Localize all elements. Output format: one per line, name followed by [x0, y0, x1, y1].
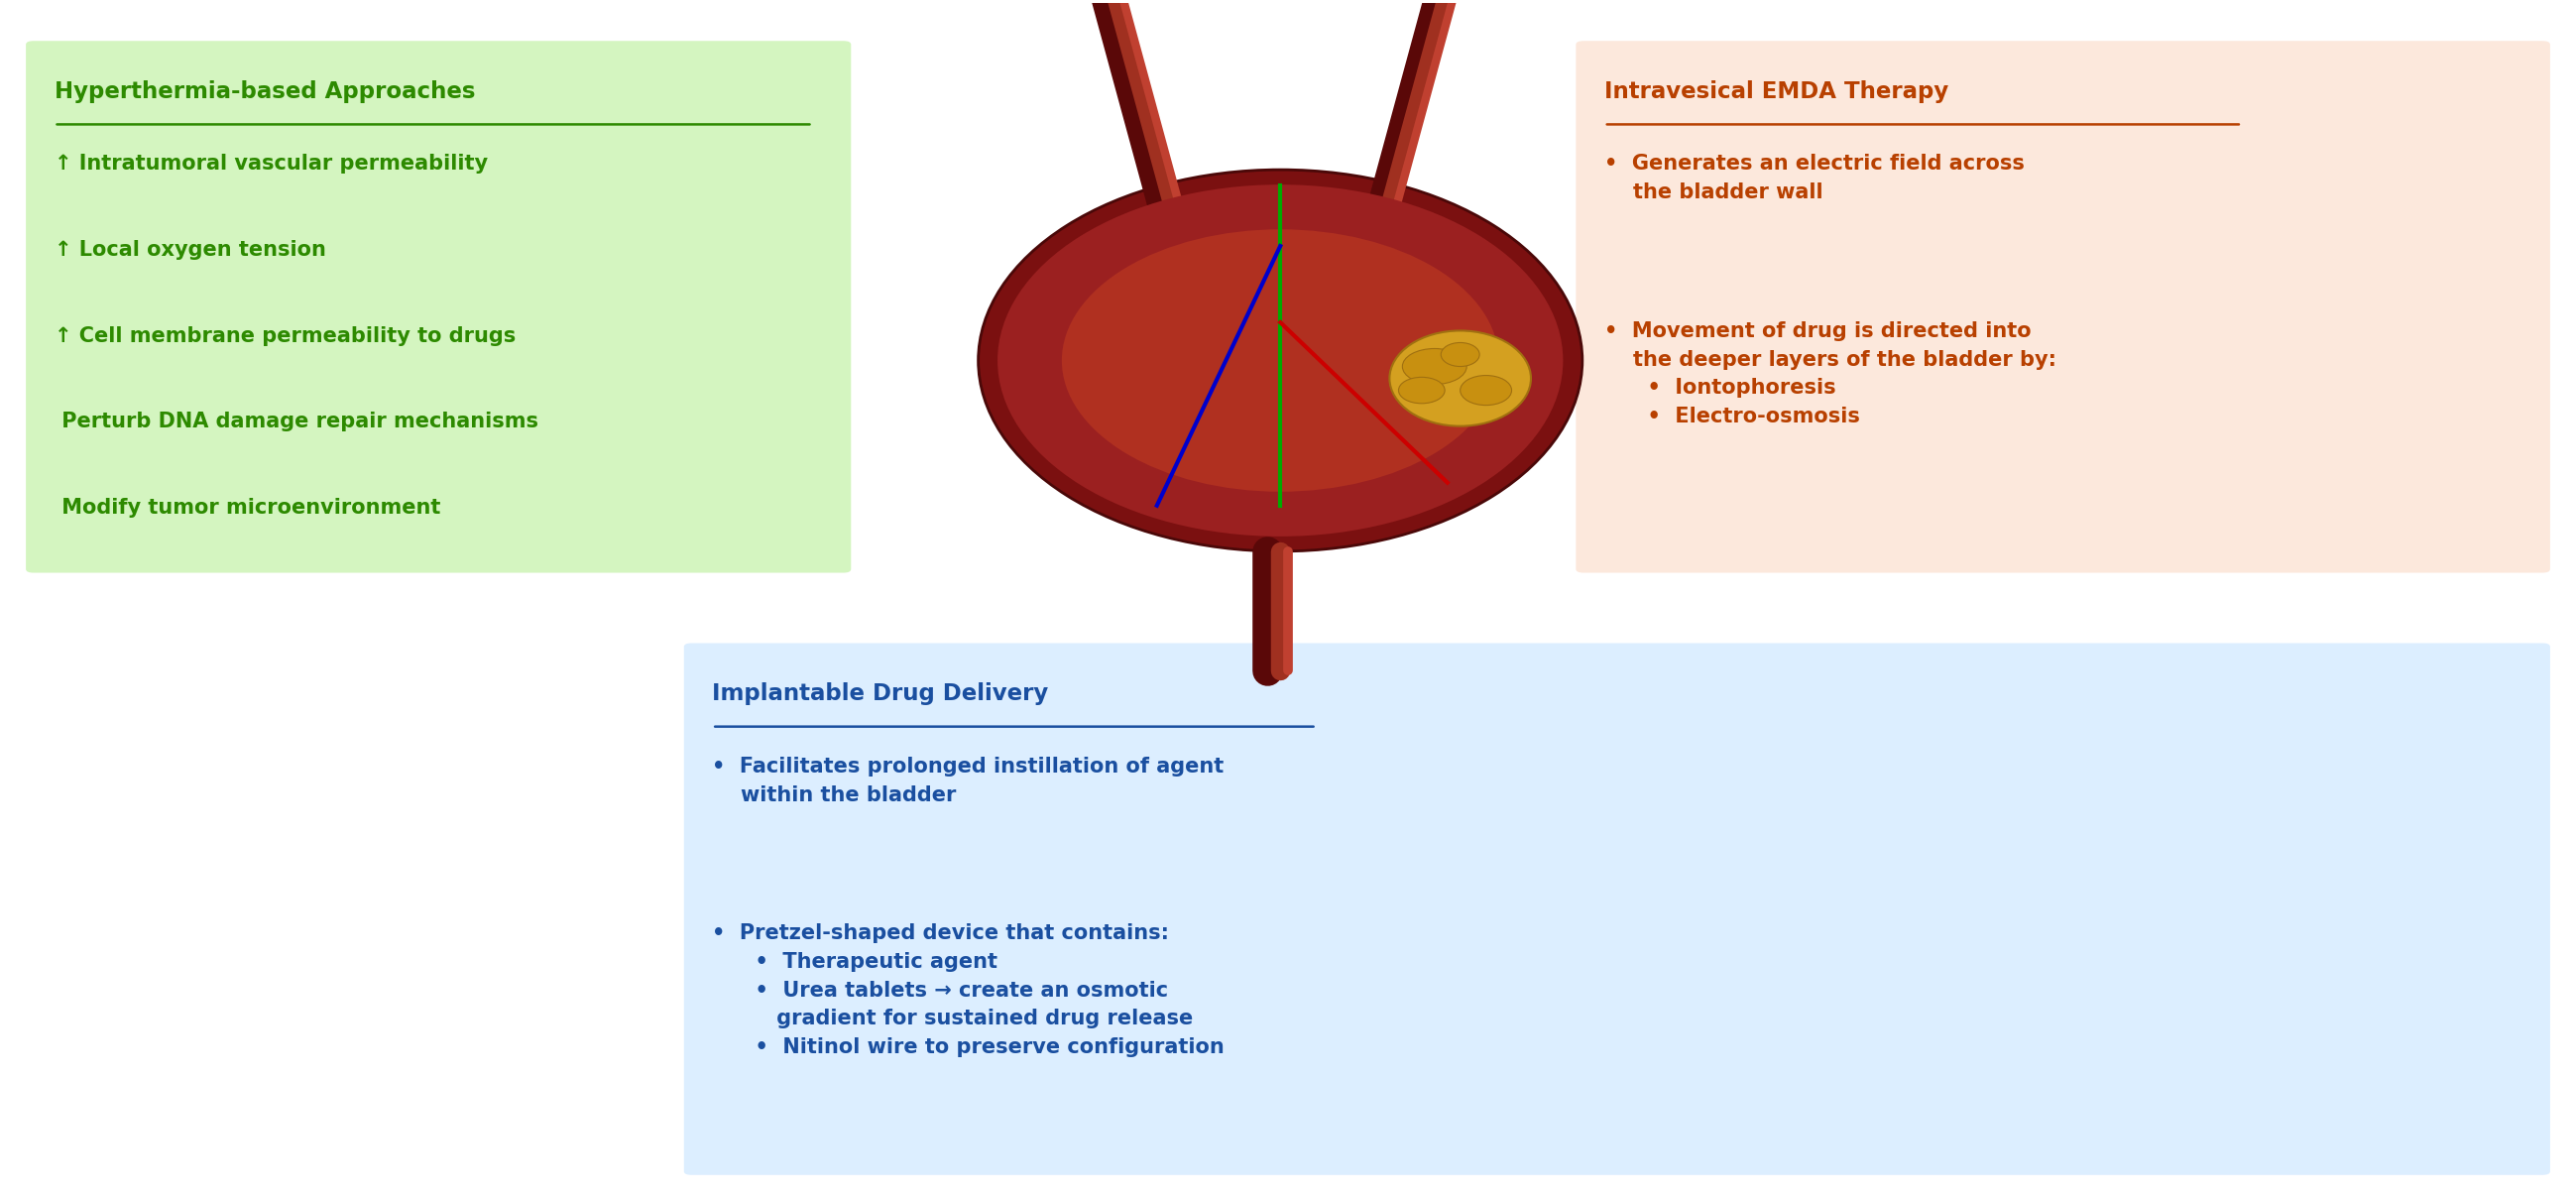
FancyBboxPatch shape: [1577, 41, 2550, 573]
Ellipse shape: [1388, 331, 1530, 426]
Text: Perturb DNA damage repair mechanisms: Perturb DNA damage repair mechanisms: [54, 412, 538, 431]
Ellipse shape: [1461, 375, 1512, 405]
Ellipse shape: [997, 184, 1564, 537]
Text: Hyperthermia-based Approaches: Hyperthermia-based Approaches: [54, 80, 474, 103]
Ellipse shape: [1401, 349, 1466, 385]
Text: •  Movement of drug is directed into
    the deeper layers of the bladder by:
  : • Movement of drug is directed into the …: [1605, 321, 2056, 426]
Ellipse shape: [979, 170, 1582, 551]
Text: •  Generates an electric field across
    the bladder wall: • Generates an electric field across the…: [1605, 155, 2025, 202]
Text: •  Facilitates prolonged instillation of agent
    within the bladder: • Facilitates prolonged instillation of …: [711, 756, 1224, 805]
Ellipse shape: [1399, 377, 1445, 404]
Text: Implantable Drug Delivery: Implantable Drug Delivery: [711, 683, 1048, 706]
FancyBboxPatch shape: [685, 643, 2550, 1175]
Text: ↑ Intratumoral vascular permeability: ↑ Intratumoral vascular permeability: [54, 155, 487, 174]
Ellipse shape: [1061, 229, 1499, 491]
Text: Modify tumor microenvironment: Modify tumor microenvironment: [54, 497, 440, 518]
Text: Intravesical EMDA Therapy: Intravesical EMDA Therapy: [1605, 80, 1947, 103]
Ellipse shape: [1440, 343, 1479, 367]
FancyBboxPatch shape: [26, 41, 850, 573]
Text: •  Pretzel-shaped device that contains:
      •  Therapeutic agent
      •  Urea: • Pretzel-shaped device that contains: •…: [711, 924, 1224, 1058]
Text: ↑ Local oxygen tension: ↑ Local oxygen tension: [54, 240, 325, 260]
Text: ↑ Cell membrane permeability to drugs: ↑ Cell membrane permeability to drugs: [54, 326, 515, 346]
